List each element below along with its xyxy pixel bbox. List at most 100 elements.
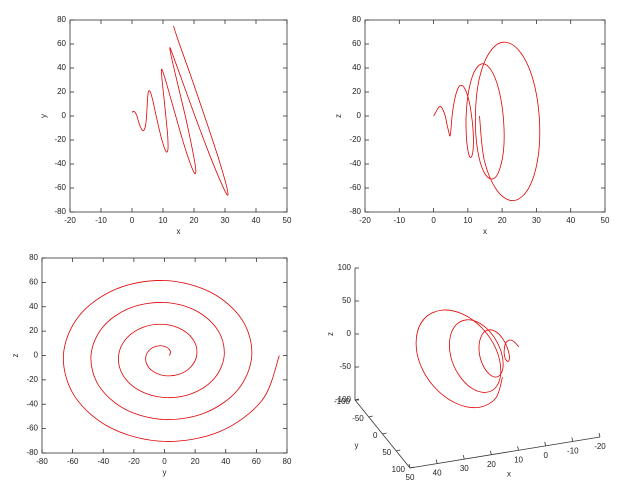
z-tick-label: 50 <box>342 296 351 305</box>
y-tick-label: -50 <box>352 414 364 423</box>
y-tick-label: 0 <box>357 111 362 120</box>
trajectory <box>62 280 280 442</box>
y-tick-label: -80 <box>26 448 38 457</box>
z-axis-label: z <box>326 332 335 336</box>
y-tick <box>368 415 373 418</box>
x-tick-label: 40 <box>433 469 442 478</box>
x-tick <box>435 459 438 464</box>
x-tick-label: 50 <box>601 216 610 225</box>
y-tick-label: -80 <box>54 207 66 216</box>
trajectory <box>131 25 229 196</box>
x-tick-label: 80 <box>283 457 292 466</box>
y-tick-label: 0 <box>62 111 67 120</box>
y-tick-label: -80 <box>349 207 361 216</box>
y-tick <box>382 432 387 435</box>
z-tick-label: 0 <box>347 329 352 338</box>
y-tick-label: -60 <box>26 424 38 433</box>
x-tick <box>517 446 519 451</box>
y-tick-label: 40 <box>29 302 38 311</box>
x-tick-label: -10 <box>567 447 579 456</box>
x-tick-label: 40 <box>566 216 575 225</box>
x-tick-label: 50 <box>406 473 415 482</box>
x-tick-label: 20 <box>487 460 496 469</box>
x-tick-label: -80 <box>36 457 48 466</box>
y-axis-label: z <box>11 354 20 358</box>
x-tick-label: 30 <box>460 464 469 473</box>
x-axis-label: y <box>163 468 167 477</box>
x-tick <box>490 450 492 455</box>
plot-frame <box>41 257 288 454</box>
y-tick-label: 20 <box>57 87 66 96</box>
x-tick-label: 30 <box>221 216 230 225</box>
y-tick-label: 0 <box>373 431 378 440</box>
x-axis-label: x <box>177 227 181 236</box>
y-tick-label: -20 <box>54 135 66 144</box>
x-tick-label: 10 <box>463 216 472 225</box>
y-tick-label: 40 <box>57 63 66 72</box>
y-tick-label: 0 <box>34 351 39 360</box>
x-tick-label: 20 <box>498 216 507 225</box>
y-tick-label: -20 <box>349 135 361 144</box>
x-tick-label: -20 <box>64 216 76 225</box>
trajectory <box>415 309 520 409</box>
x-tick-label: 0 <box>130 216 135 225</box>
trajectory <box>433 41 541 202</box>
y-tick-label: -40 <box>54 159 66 168</box>
x-tick-label: 0 <box>162 457 167 466</box>
x-tick-label: -20 <box>594 442 606 451</box>
x-tick-label: 40 <box>221 457 230 466</box>
x-tick-label: 30 <box>532 216 541 225</box>
y-tick-label: 50 <box>382 448 391 457</box>
x-tick-label: -60 <box>67 457 79 466</box>
x-tick-label: 0 <box>543 451 548 460</box>
y-tick-label: 40 <box>352 63 361 72</box>
y-tick <box>354 398 360 401</box>
y-tick-label: 80 <box>352 15 361 24</box>
x-tick <box>598 432 601 438</box>
y-tick-label: -100 <box>334 397 351 406</box>
y-tick <box>409 466 415 469</box>
x-axis-label: x <box>483 227 487 236</box>
x-tick-label: -40 <box>97 457 109 466</box>
x-tick-label: 60 <box>252 457 261 466</box>
x-tick-label: 50 <box>283 216 292 225</box>
y-tick-label: -20 <box>26 375 38 384</box>
y-tick-label: -60 <box>349 183 361 192</box>
y-tick-label: -60 <box>54 183 66 192</box>
plot-frame <box>364 19 606 213</box>
x-tick-label: -10 <box>95 216 107 225</box>
y-tick-label: 60 <box>57 39 66 48</box>
x-tick <box>571 437 574 442</box>
z-tick-label: -100 <box>335 395 352 404</box>
y-tick-label: 80 <box>57 15 66 24</box>
x-tick <box>544 441 547 446</box>
z-tick-label: -50 <box>339 362 351 371</box>
x-tick-label: 10 <box>159 216 168 225</box>
x-tick-label: -20 <box>128 457 140 466</box>
y-tick-label: 20 <box>29 326 38 335</box>
x-tick-label: 20 <box>190 216 199 225</box>
y-tick-label: -40 <box>349 159 361 168</box>
y-tick-label: 20 <box>352 87 361 96</box>
y-tick-label: 60 <box>352 39 361 48</box>
z-tick-label: 100 <box>338 263 352 272</box>
x-tick-label: 20 <box>191 457 200 466</box>
y-tick <box>396 449 401 452</box>
y-axis-label: z <box>334 114 343 118</box>
y-axis-label: y <box>355 441 359 450</box>
plot-frame <box>69 19 288 213</box>
x-tick-label: 40 <box>252 216 261 225</box>
x-tick <box>462 455 465 460</box>
x-axis-label: x <box>507 470 511 479</box>
y-tick-label: -40 <box>26 399 38 408</box>
y-tick-label: 60 <box>29 277 38 286</box>
x-tick-label: -20 <box>359 216 371 225</box>
y-tick-label: 80 <box>29 253 38 262</box>
x-tick-label: 0 <box>431 216 436 225</box>
x-tick-label: 10 <box>514 455 523 464</box>
x-tick <box>408 463 411 469</box>
x-axis-line <box>409 436 601 469</box>
x-tick-label: -10 <box>394 216 406 225</box>
y-tick-label: 100 <box>392 465 406 474</box>
